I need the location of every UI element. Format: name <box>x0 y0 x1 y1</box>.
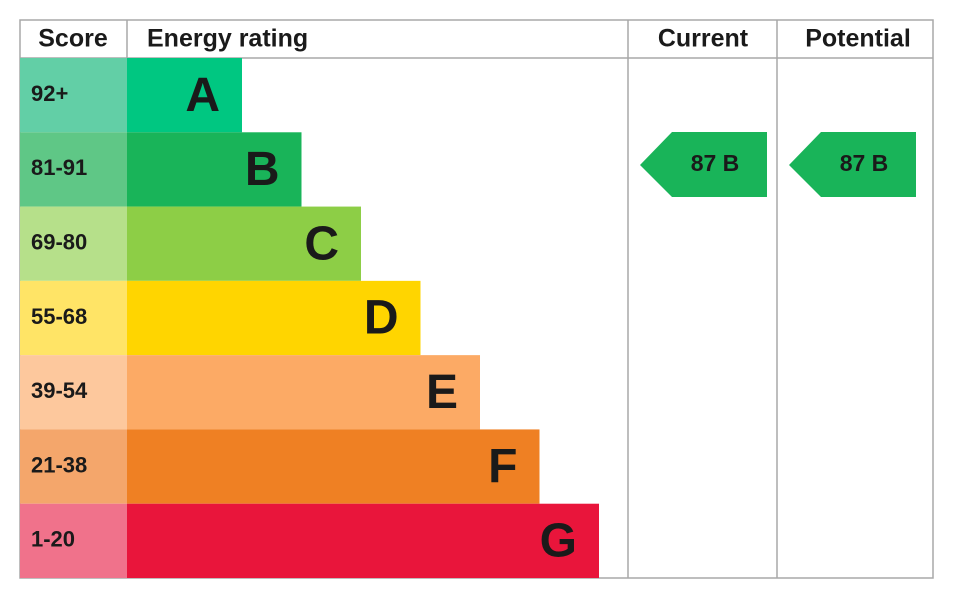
rating-bar <box>127 132 302 207</box>
header-current: Current <box>658 25 749 53</box>
score-label: 39-54 <box>31 378 88 403</box>
rating-letter: C <box>304 217 339 270</box>
rating-bar <box>127 280 421 356</box>
header-score: Score <box>38 25 108 53</box>
score-label: 69-80 <box>31 230 87 255</box>
potential-label: 87 B <box>840 150 889 176</box>
rating-letter: E <box>426 366 458 419</box>
score-cell <box>20 355 127 430</box>
score-cell <box>20 280 127 356</box>
rating-bar <box>127 429 540 504</box>
rating-rows: 92+ A 81-91 B 69-80 C 55-68 D 39-54 E 21-38 F 1-20 G <box>20 58 599 578</box>
rating-bar <box>127 503 599 578</box>
score-cell <box>20 132 127 207</box>
rating-bar <box>127 58 242 133</box>
score-cell <box>20 503 127 578</box>
score-label: 1-20 <box>31 527 75 552</box>
rating-bar <box>127 206 361 281</box>
score-cell <box>20 58 127 133</box>
score-label: 21-38 <box>31 452 87 477</box>
rating-bar <box>127 355 480 430</box>
current-arrow <box>640 132 767 197</box>
rating-letter: A <box>185 69 220 122</box>
header-potential: Potential <box>805 25 911 53</box>
potential-arrow <box>789 132 916 197</box>
score-label: 55-68 <box>31 304 87 329</box>
current-label: 87 B <box>691 150 740 176</box>
score-cell <box>20 206 127 281</box>
rating-letter: G <box>540 515 577 568</box>
rating-letter: B <box>245 143 280 196</box>
header-energy-rating: Energy rating <box>147 25 308 53</box>
score-cell <box>20 429 127 504</box>
rating-letter: F <box>488 440 517 493</box>
score-label: 92+ <box>31 81 68 106</box>
rating-letter: D <box>364 292 399 345</box>
score-label: 81-91 <box>31 155 87 180</box>
